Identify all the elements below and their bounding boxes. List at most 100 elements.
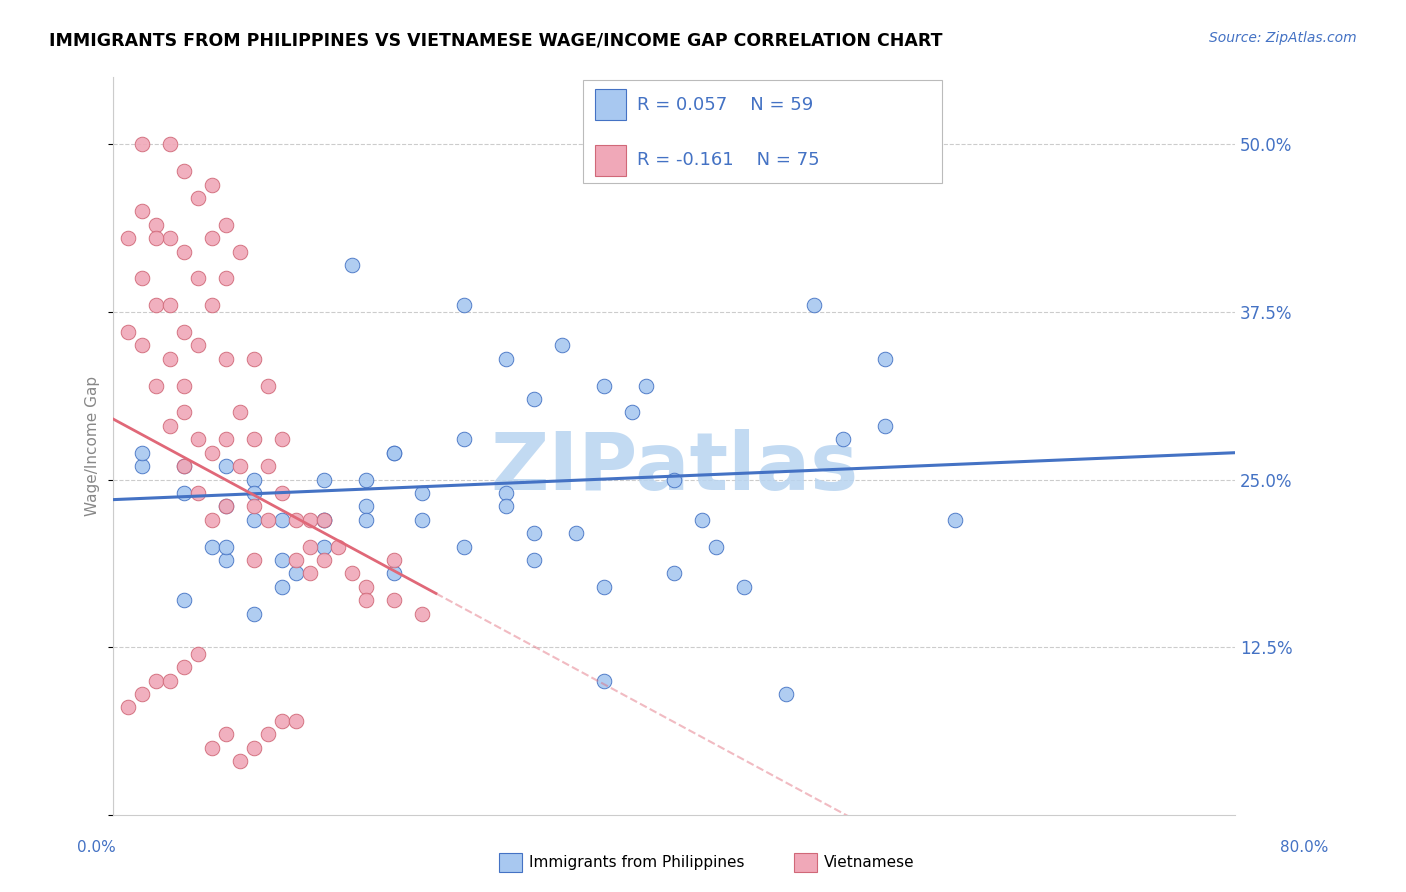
- Y-axis label: Wage/Income Gap: Wage/Income Gap: [86, 376, 100, 516]
- Text: Immigrants from Philippines: Immigrants from Philippines: [529, 855, 744, 870]
- Point: [312, 513, 335, 527]
- Point: [593, 673, 616, 688]
- Point: [354, 593, 377, 607]
- Point: [187, 486, 209, 500]
- Point: [159, 137, 181, 152]
- Point: [159, 673, 181, 688]
- Point: [173, 378, 195, 392]
- Point: [131, 204, 153, 219]
- Point: [551, 338, 574, 352]
- Point: [873, 418, 896, 433]
- Point: [593, 580, 616, 594]
- Point: [187, 647, 209, 661]
- Point: [312, 473, 335, 487]
- Point: [214, 727, 236, 741]
- Point: [145, 673, 167, 688]
- Point: [692, 513, 714, 527]
- Point: [214, 500, 236, 514]
- Point: [173, 459, 195, 474]
- Point: [145, 231, 167, 245]
- Point: [495, 351, 517, 366]
- Point: [159, 231, 181, 245]
- Point: [145, 218, 167, 232]
- Point: [298, 566, 321, 581]
- Point: [173, 486, 195, 500]
- Point: [270, 432, 292, 446]
- Point: [312, 540, 335, 554]
- Point: [201, 178, 224, 192]
- Point: [242, 740, 264, 755]
- Point: [495, 500, 517, 514]
- Point: [173, 660, 195, 674]
- Point: [201, 540, 224, 554]
- Point: [664, 566, 686, 581]
- Point: [453, 432, 475, 446]
- Point: [298, 513, 321, 527]
- Point: [242, 553, 264, 567]
- Point: [242, 607, 264, 621]
- Point: [159, 351, 181, 366]
- Point: [312, 553, 335, 567]
- Point: [145, 378, 167, 392]
- Point: [117, 231, 139, 245]
- Point: [733, 580, 755, 594]
- Point: [214, 271, 236, 285]
- Point: [201, 231, 224, 245]
- Point: [256, 513, 278, 527]
- Point: [382, 446, 405, 460]
- Point: [242, 432, 264, 446]
- Point: [354, 580, 377, 594]
- Point: [201, 740, 224, 755]
- Point: [340, 566, 363, 581]
- Point: [453, 298, 475, 312]
- Point: [173, 593, 195, 607]
- Point: [873, 351, 896, 366]
- Point: [145, 298, 167, 312]
- Text: R = -0.161    N = 75: R = -0.161 N = 75: [637, 151, 820, 169]
- Point: [228, 459, 250, 474]
- Point: [214, 500, 236, 514]
- Point: [803, 298, 825, 312]
- Point: [187, 338, 209, 352]
- Point: [131, 137, 153, 152]
- Text: Source: ZipAtlas.com: Source: ZipAtlas.com: [1209, 31, 1357, 45]
- Point: [664, 473, 686, 487]
- Point: [214, 540, 236, 554]
- Point: [593, 378, 616, 392]
- Point: [173, 244, 195, 259]
- Point: [270, 486, 292, 500]
- Point: [284, 513, 307, 527]
- Point: [173, 405, 195, 419]
- Point: [187, 271, 209, 285]
- Point: [354, 513, 377, 527]
- Point: [523, 392, 546, 406]
- Point: [228, 754, 250, 768]
- Point: [228, 244, 250, 259]
- Point: [565, 526, 588, 541]
- Text: R = 0.057    N = 59: R = 0.057 N = 59: [637, 95, 813, 114]
- Point: [453, 540, 475, 554]
- Point: [242, 473, 264, 487]
- Point: [775, 687, 797, 701]
- Point: [131, 338, 153, 352]
- Point: [704, 540, 727, 554]
- Point: [228, 405, 250, 419]
- Point: [636, 111, 658, 125]
- Point: [354, 473, 377, 487]
- Point: [523, 526, 546, 541]
- Point: [298, 540, 321, 554]
- Point: [242, 513, 264, 527]
- Point: [117, 700, 139, 714]
- Point: [214, 218, 236, 232]
- Point: [270, 714, 292, 728]
- Point: [495, 486, 517, 500]
- Text: ZIPatlas: ZIPatlas: [491, 429, 859, 508]
- Point: [943, 513, 966, 527]
- Point: [831, 432, 853, 446]
- Text: 0.0%: 0.0%: [77, 839, 117, 855]
- Point: [131, 459, 153, 474]
- Point: [312, 513, 335, 527]
- Point: [382, 566, 405, 581]
- Text: Vietnamese: Vietnamese: [824, 855, 914, 870]
- Point: [214, 351, 236, 366]
